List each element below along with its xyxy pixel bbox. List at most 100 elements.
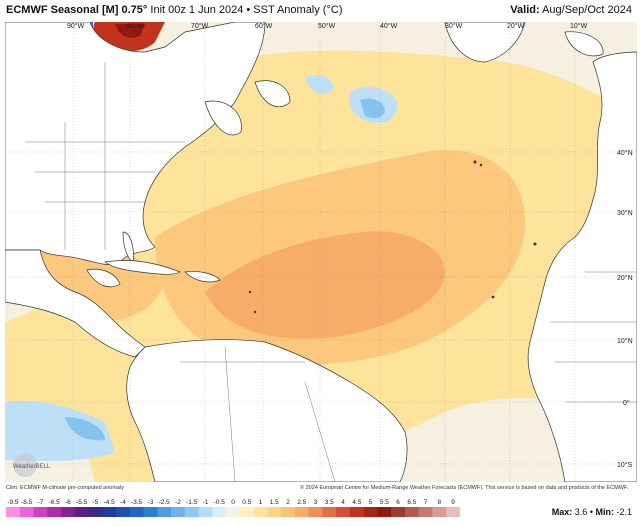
colorbar-tick-label: 4.5 <box>352 499 361 506</box>
colorbar-tick-label: -0.5 <box>214 499 226 506</box>
colorbar-tick-label: -9.5 <box>7 499 19 506</box>
valid-label: Valid: <box>510 4 540 16</box>
lat-label-0: 0° <box>623 399 630 407</box>
lon-label-80w: 80°W <box>127 22 145 30</box>
watermark-text: WeatherBELL <box>13 464 51 470</box>
colorbar-tick-label: 6.5 <box>407 499 416 506</box>
footer-bar: Clim: ECMWF M-climate pre-computed anoma… <box>0 482 640 526</box>
colorbar-swatch <box>294 507 310 517</box>
colorbar-tick-label: 3.5 <box>325 499 334 506</box>
colorbar-tick-label: -3 <box>148 499 154 506</box>
lat-label-30n: 30°N <box>617 209 633 217</box>
colorbar-tick-label: -7 <box>37 499 43 506</box>
political-borders <box>25 62 336 482</box>
colorbar-tick-label: -5.5 <box>76 499 88 506</box>
colorbar-tick-label: -1 <box>203 499 209 506</box>
europe-africa-land <box>527 51 637 482</box>
colorbar-tick-label: -6.5 <box>49 499 61 506</box>
colorbar-tick-label: 2.5 <box>297 499 306 506</box>
colorbar-swatch <box>33 507 48 517</box>
model-name: ECMWF Seasonal [M] 0.75° <box>6 4 148 16</box>
clim-note: Clim: ECMWF M-climate pre-computed anoma… <box>6 485 124 491</box>
max-value: 3.6 <box>574 507 588 517</box>
map-canvas: 90°W 80°W 70°W 60°W 50°W 40°W 30°W 20°W … <box>5 22 637 482</box>
azores-island <box>479 163 483 167</box>
colorbar-swatch <box>74 507 90 517</box>
lon-label-50w: 50°W <box>318 22 336 30</box>
min-value: -2.1 <box>616 507 632 517</box>
lon-label-90w: 90°W <box>67 22 85 30</box>
colorbar-tick-label: 9 <box>451 499 455 506</box>
colorbar-tick-label: -3.5 <box>131 499 143 506</box>
min-label: Min: <box>595 507 614 517</box>
colorbar-swatch <box>19 507 35 517</box>
sst-anomaly-map: 90°W 80°W 70°W 60°W 50°W 40°W 30°W 20°W … <box>5 22 637 482</box>
colorbar-tick-label: -4.5 <box>104 499 116 506</box>
colorbar-tick-label: 4 <box>341 499 345 506</box>
colorbar-swatch <box>226 507 241 517</box>
colorbar-tick-label: 2 <box>286 499 290 506</box>
max-min-readout: Max: 3.6 • Min: -2.1 <box>551 507 632 517</box>
colorbar-tick-label: 7 <box>424 499 428 506</box>
colorbar-swatch <box>171 507 186 517</box>
greenland-land <box>444 22 526 63</box>
colorbar: -9.5 -8.5 -7 -6.5 -6 -5.5 -5 -4.5 -4 -3.5 -3 -2.5 -2… <box>6 499 460 517</box>
colorbar-swatch <box>239 507 255 517</box>
colorbar-swatch <box>363 507 378 517</box>
colorbar-tick-label: 0 <box>231 499 235 506</box>
lat-label-20n: 20°N <box>617 274 633 282</box>
hot-anomaly-core <box>115 24 145 38</box>
cape-verde-islands <box>491 295 495 299</box>
colorbar-swatch <box>391 507 406 517</box>
yucatan-land <box>86 268 121 288</box>
lon-label-30w: 30°W <box>445 22 463 30</box>
valid-period: Valid: Aug/Sep/Oct 2024 <box>510 4 632 16</box>
lat-label-40n: 40°N <box>617 149 633 157</box>
colorbar-tick-label: 1.5 <box>270 499 279 506</box>
maritimes-land <box>204 100 242 136</box>
colorbar-tick-label: -5 <box>93 499 99 506</box>
canary-islands <box>533 242 537 246</box>
colorbar-tick-label: -4 <box>120 499 126 506</box>
cool-core-north <box>360 98 385 118</box>
cool-patch-west <box>305 75 334 94</box>
valid-value: Aug/Sep/Oct 2024 <box>542 4 632 16</box>
lat-label-10s: 10°S <box>617 461 633 469</box>
colorbar-swatch <box>184 507 200 517</box>
hispaniola-land <box>184 271 221 283</box>
max-label: Max: <box>551 507 573 517</box>
weatherbell-watermark: WeatherBELL <box>13 453 51 477</box>
south-america-land <box>126 339 408 482</box>
colorbar-tick-label: -2.5 <box>159 499 171 506</box>
colorbar-swatch <box>308 507 323 517</box>
lat-label-10n: 10°N <box>617 337 633 345</box>
colorbar-swatch <box>143 507 158 517</box>
colorbar-tick-label: 5.5 <box>380 499 389 506</box>
map-title: ECMWF Seasonal [M] 0.75° Init 00z 1 Jun … <box>6 4 342 16</box>
cool-core-pacific <box>65 417 105 441</box>
lesser-antilles <box>248 290 252 294</box>
colorbar-tick-label: 3 <box>314 499 318 506</box>
colorbar-swatch <box>212 507 227 517</box>
colorbar-tick-label: 5 <box>369 499 373 506</box>
colorbar-tick-label: 0.5 <box>242 499 251 506</box>
copyright-note: © 2024 European Centre for Medium-Range … <box>300 485 629 491</box>
african-borders <box>550 271 637 403</box>
colorbar-swatch <box>88 507 103 517</box>
mexico-central-america-land <box>5 249 146 358</box>
lon-label-40w: 40°W <box>380 22 398 30</box>
warm-core-region <box>205 231 445 339</box>
lon-label-70w: 70°W <box>191 22 209 30</box>
colorbar-swatch <box>198 507 213 517</box>
colorbar-swatch <box>6 507 21 517</box>
colorbar-swatch <box>157 507 172 517</box>
colorbar-swatch <box>102 507 117 517</box>
colorbar-swatch <box>446 507 460 517</box>
colorbar-swatch <box>47 507 62 517</box>
colorbar-tick-label: -1.5 <box>186 499 198 506</box>
colorbar-tick-label: 8 <box>438 499 442 506</box>
colorbar-swatch <box>322 507 337 517</box>
init-text: Init 00z 1 Jun 2024 • SST Anomaly (°C) <box>150 4 343 16</box>
north-america-land <box>5 22 266 265</box>
colorbar-swatch <box>281 507 296 517</box>
